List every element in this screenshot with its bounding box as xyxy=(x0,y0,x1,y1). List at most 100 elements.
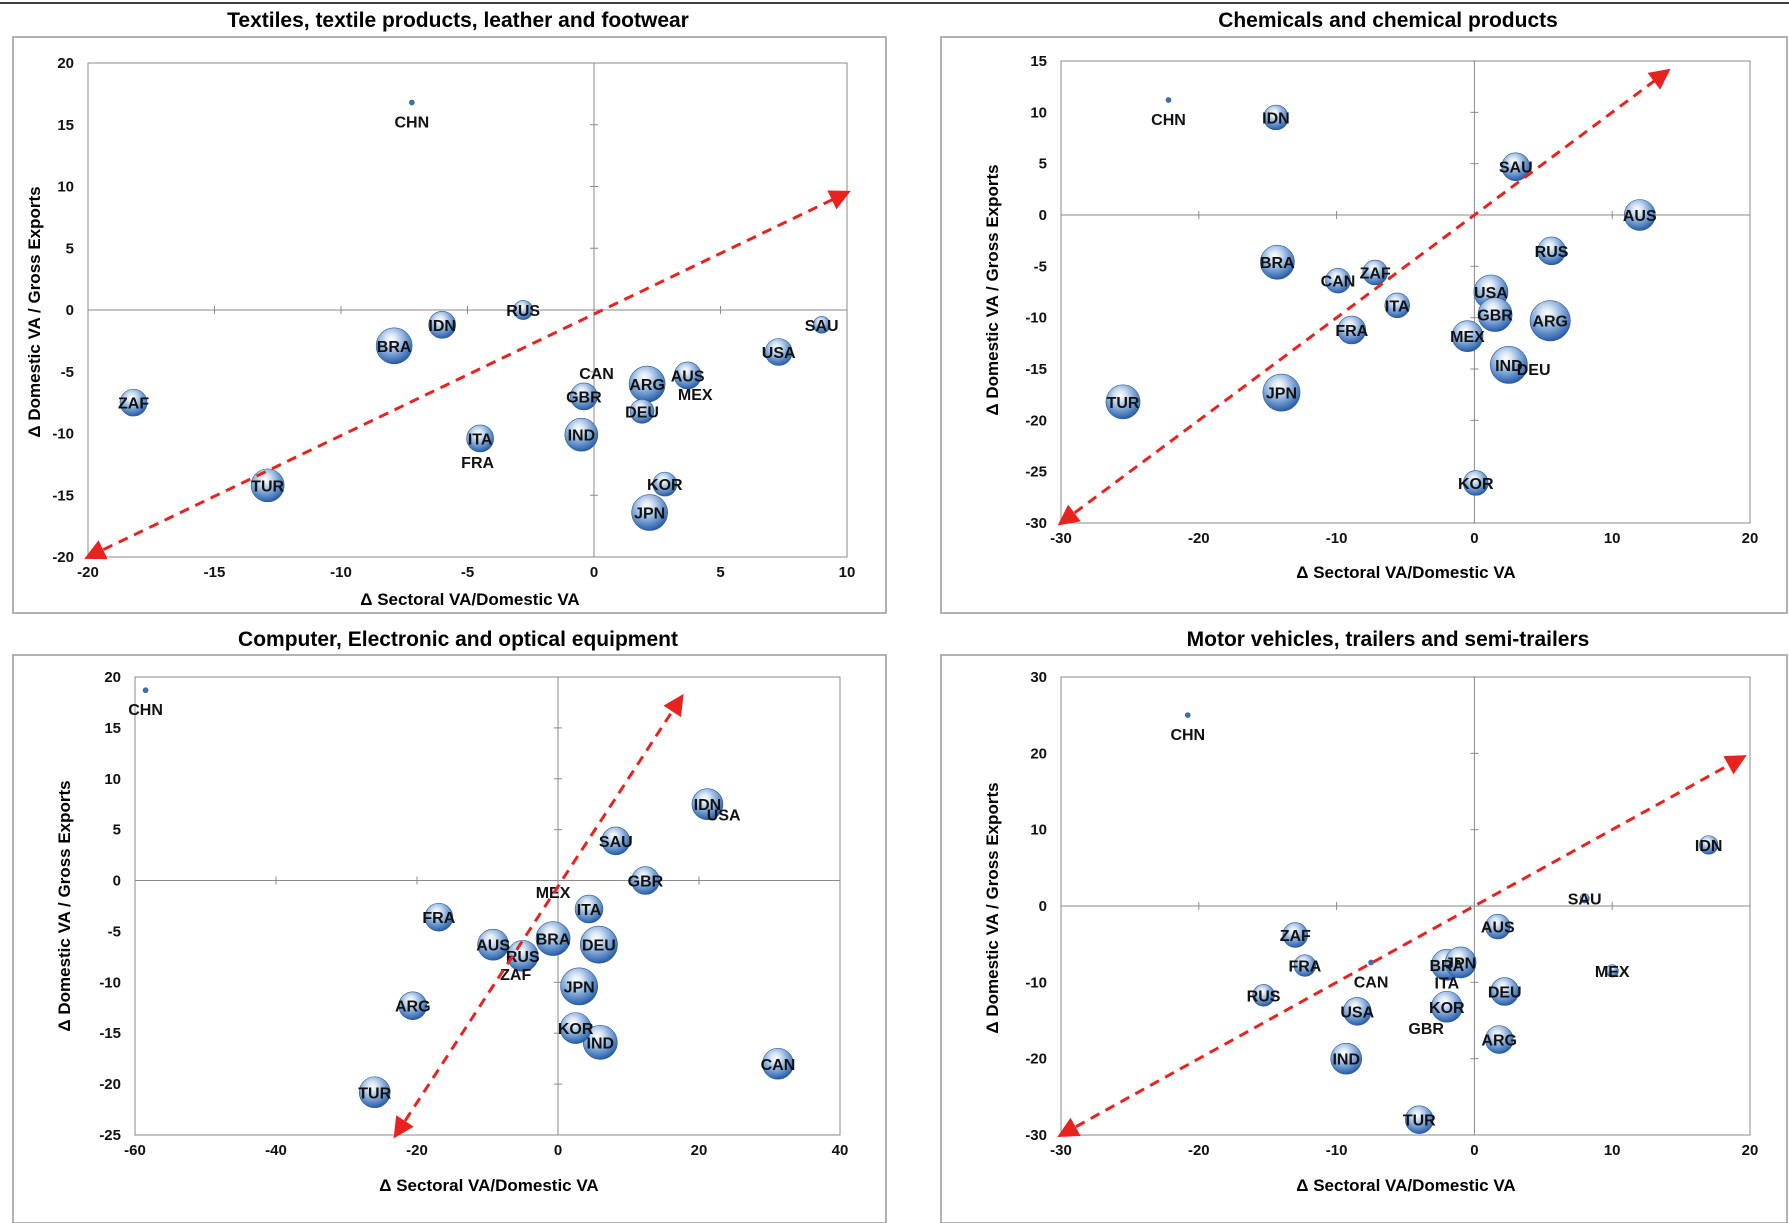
point-label-gbr: GBR xyxy=(566,389,602,406)
point-label-rus: RUS xyxy=(506,303,540,320)
point-label-idn: IDN xyxy=(428,318,456,335)
point-label-kor: KOR xyxy=(1429,1000,1465,1017)
point-label-jpn: JPN xyxy=(634,506,665,523)
point-label-mex: MEX xyxy=(1450,329,1485,346)
x-tick-label: -60 xyxy=(124,1142,146,1159)
point-label-zaf: ZAF xyxy=(118,396,149,413)
point-label-kor: KOR xyxy=(647,477,683,494)
bubble-idn xyxy=(691,788,724,821)
point-label-ind: IND xyxy=(568,428,596,445)
point-label-tur: TUR xyxy=(1107,395,1140,412)
trend-arrow xyxy=(1057,68,1671,526)
trend-arrow xyxy=(1057,755,1747,1138)
point-label-deu: DEU xyxy=(1488,984,1522,1001)
point-label-chn: CHN xyxy=(128,702,163,719)
y-tick-label: 0 xyxy=(113,873,121,890)
y-tick-label: 0 xyxy=(1039,207,1047,224)
panel-title: Motor vehicles, trailers and semi-traile… xyxy=(1187,628,1590,651)
x-tick-label: 10 xyxy=(1604,1142,1621,1159)
panel-title: Computer, Electronic and optical equipme… xyxy=(238,628,678,651)
point-label-rus: RUS xyxy=(1247,988,1281,1005)
point-label-mex: MEX xyxy=(678,387,713,404)
point-label-arg: ARG xyxy=(1481,1033,1517,1050)
y-tick-label: 5 xyxy=(66,240,74,257)
point-label-zaf: ZAF xyxy=(500,967,531,984)
plot-area: -30 -20 -10 0 10 20 -30 -20 -10 0 10 20 30 CHN IDN SAU A… xyxy=(1025,669,1758,1159)
point-label-fra: FRA xyxy=(1335,323,1368,340)
point-label-gbr: GBR xyxy=(1477,308,1513,325)
plot-area: -20 -15 -10 -5 0 5 10 -20 -15 -10 -5 0 5 10 15 20 CHN ZAF… xyxy=(52,55,855,581)
y-axis-label: Δ Domestic VA / Gross Exports xyxy=(983,782,1002,1033)
point-label-rus: RUS xyxy=(1535,244,1569,261)
point-label-jpn: JPN xyxy=(1445,955,1476,972)
panel-title: Textiles, textile products, leather and … xyxy=(227,9,689,32)
y-tick-label: -30 xyxy=(1025,1127,1047,1144)
y-tick-label: 10 xyxy=(104,771,121,788)
x-tick-label: 5 xyxy=(716,564,724,581)
y-tick-label: -5 xyxy=(1034,258,1047,275)
point-label-chn: CHN xyxy=(1170,727,1205,744)
bubble-chn xyxy=(142,687,149,694)
bubble-chn xyxy=(409,99,415,106)
x-tick-label: 20 xyxy=(691,1142,708,1159)
x-tick-label: 0 xyxy=(1470,1142,1478,1159)
x-tick-label: 20 xyxy=(1742,1142,1759,1159)
point-label-fra: FRA xyxy=(1288,959,1321,976)
x-tick-label: -40 xyxy=(265,1142,287,1159)
y-tick-label: -10 xyxy=(52,426,74,443)
point-label-arg: ARG xyxy=(1532,314,1568,331)
y-tick-label: 15 xyxy=(1030,53,1047,70)
point-label-fra: FRA xyxy=(461,455,494,472)
y-tick-label: -25 xyxy=(99,1127,121,1144)
y-tick-label: -20 xyxy=(1025,412,1047,429)
panel-frame xyxy=(12,36,887,614)
bubble-chn xyxy=(1184,712,1191,718)
x-tick-label: 40 xyxy=(832,1142,849,1159)
y-tick-label: 15 xyxy=(104,720,121,737)
x-tick-label: -20 xyxy=(77,564,99,581)
y-tick-label: 20 xyxy=(104,669,121,686)
point-label-deu: DEU xyxy=(625,404,659,421)
point-label-mex: MEX xyxy=(1595,964,1630,981)
x-tick-label: 20 xyxy=(1742,530,1759,547)
point-label-ita: ITA xyxy=(577,902,602,919)
bubble-tur xyxy=(358,1076,391,1109)
y-tick-label: -20 xyxy=(1025,1051,1047,1068)
bubble-can xyxy=(762,1047,794,1080)
x-tick-label: 0 xyxy=(1470,530,1478,547)
point-label-gbr: GBR xyxy=(628,874,664,891)
x-tick-label: 10 xyxy=(839,564,856,581)
x-tick-label: -10 xyxy=(330,564,352,581)
point-label-chn: CHN xyxy=(395,115,430,132)
x-tick-label: -30 xyxy=(1050,530,1072,547)
point-label-can: CAN xyxy=(761,1057,796,1074)
point-label-tur: TUR xyxy=(358,1085,391,1102)
point-label-mex: MEX xyxy=(536,885,571,902)
y-tick-label: 15 xyxy=(57,117,74,134)
y-tick-label: -15 xyxy=(1025,361,1047,378)
y-axis-label: Δ Domestic VA / Gross Exports xyxy=(983,164,1002,415)
y-tick-label: -5 xyxy=(108,923,121,940)
point-label-jpn: JPN xyxy=(564,979,595,996)
point-label-can: CAN xyxy=(1354,974,1389,991)
point-label-usa: USA xyxy=(762,345,796,362)
point-label-ind: IND xyxy=(1332,1052,1360,1069)
y-tick-label: 5 xyxy=(1039,156,1047,173)
point-label-chn: CHN xyxy=(1151,112,1186,129)
point-label-can: CAN xyxy=(579,366,614,383)
point-label-arg: ARG xyxy=(395,999,431,1016)
point-label-bra: BRA xyxy=(377,339,412,356)
y-tick-label: -5 xyxy=(61,364,74,381)
point-label-tur: TUR xyxy=(251,478,284,495)
point-label-gbr: GBR xyxy=(1408,1021,1444,1038)
point-label-aus: AUS xyxy=(1623,208,1657,225)
point-label-usa: USA xyxy=(1474,285,1508,302)
point-label-sau: SAU xyxy=(599,834,633,851)
y-tick-label: -10 xyxy=(1025,974,1047,991)
y-tick-label: -10 xyxy=(1025,310,1047,327)
panel-frame xyxy=(940,654,1788,1223)
y-tick-label: -20 xyxy=(52,549,74,566)
y-tick-label: 30 xyxy=(1030,669,1047,686)
point-label-ita: ITA xyxy=(1385,298,1410,315)
point-label-idn: IDN xyxy=(694,797,722,814)
